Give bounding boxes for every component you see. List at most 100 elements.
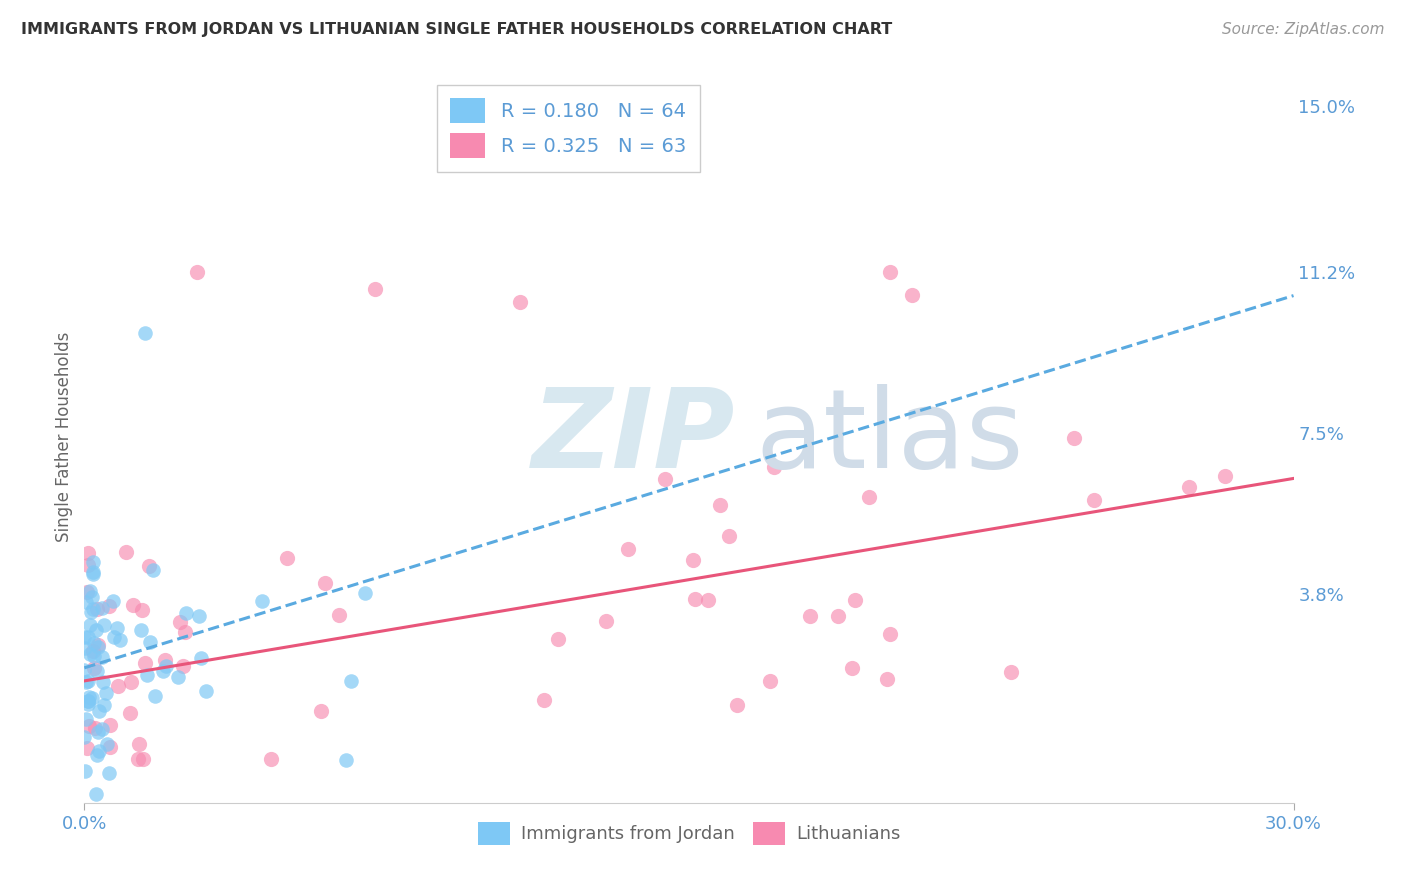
Point bbox=[252, 594, 274, 608]
Point bbox=[87, 638, 110, 652]
Point bbox=[617, 541, 640, 556]
Point bbox=[827, 609, 849, 624]
Text: atlas: atlas bbox=[755, 384, 1024, 491]
Point bbox=[697, 593, 720, 607]
Point bbox=[155, 658, 177, 673]
Point bbox=[75, 595, 97, 609]
Legend: Immigrants from Jordan, Lithuanians: Immigrants from Jordan, Lithuanians bbox=[470, 814, 908, 852]
Point bbox=[363, 282, 385, 296]
Point bbox=[87, 724, 110, 739]
Text: IMMIGRANTS FROM JORDAN VS LITHUANIAN SINGLE FATHER HOUSEHOLDS CORRELATION CHART: IMMIGRANTS FROM JORDAN VS LITHUANIAN SIN… bbox=[21, 22, 893, 37]
Point bbox=[91, 723, 114, 737]
Point bbox=[354, 586, 377, 600]
Point bbox=[77, 690, 100, 705]
Point bbox=[547, 632, 569, 647]
Point bbox=[799, 608, 821, 623]
Point bbox=[138, 635, 160, 649]
Point bbox=[509, 295, 531, 310]
Point bbox=[858, 490, 880, 504]
Point bbox=[100, 718, 122, 732]
Point bbox=[77, 546, 100, 560]
Point bbox=[844, 593, 866, 607]
Point bbox=[879, 626, 901, 640]
Point bbox=[115, 545, 138, 559]
Point bbox=[101, 594, 124, 608]
Point bbox=[138, 559, 160, 574]
Point bbox=[94, 686, 117, 700]
Point bbox=[84, 787, 107, 801]
Point bbox=[76, 741, 98, 756]
Point bbox=[1213, 469, 1236, 483]
Point bbox=[134, 656, 156, 670]
Point bbox=[93, 617, 115, 632]
Point bbox=[876, 672, 898, 686]
Point bbox=[73, 730, 96, 744]
Point bbox=[335, 753, 357, 767]
Point bbox=[75, 674, 97, 689]
Point bbox=[120, 675, 142, 690]
Point bbox=[174, 625, 197, 640]
Point bbox=[86, 664, 108, 678]
Point bbox=[77, 719, 100, 733]
Point bbox=[83, 648, 105, 663]
Point bbox=[77, 673, 100, 688]
Point bbox=[86, 748, 108, 763]
Point bbox=[77, 694, 100, 708]
Point bbox=[73, 764, 96, 778]
Point bbox=[654, 472, 676, 486]
Point bbox=[142, 564, 165, 578]
Point bbox=[1000, 665, 1022, 680]
Point bbox=[682, 553, 704, 567]
Point bbox=[77, 631, 100, 645]
Y-axis label: Single Father Households: Single Father Households bbox=[55, 332, 73, 542]
Point bbox=[153, 653, 176, 667]
Point bbox=[131, 603, 153, 617]
Point bbox=[314, 576, 336, 591]
Point bbox=[83, 636, 105, 650]
Point bbox=[98, 740, 121, 755]
Point bbox=[76, 585, 98, 599]
Point bbox=[717, 529, 740, 543]
Point bbox=[75, 641, 97, 656]
Point bbox=[725, 698, 748, 712]
Point bbox=[82, 555, 104, 569]
Point bbox=[134, 326, 156, 340]
Point bbox=[93, 698, 115, 713]
Point bbox=[87, 704, 110, 718]
Point bbox=[91, 674, 114, 689]
Point bbox=[152, 664, 174, 678]
Point bbox=[595, 614, 617, 628]
Point bbox=[172, 659, 194, 673]
Point bbox=[1178, 480, 1201, 494]
Point bbox=[103, 630, 125, 644]
Point bbox=[82, 565, 104, 579]
Point bbox=[73, 663, 96, 677]
Point bbox=[900, 288, 922, 302]
Point bbox=[89, 744, 111, 758]
Point bbox=[128, 737, 150, 751]
Point bbox=[127, 752, 149, 766]
Point bbox=[174, 606, 197, 620]
Point bbox=[107, 679, 129, 693]
Point bbox=[166, 670, 188, 684]
Point bbox=[82, 644, 104, 658]
Point bbox=[84, 624, 107, 638]
Point bbox=[841, 661, 863, 675]
Point bbox=[90, 650, 112, 665]
Point bbox=[879, 265, 901, 279]
Point bbox=[82, 602, 104, 616]
Point bbox=[118, 706, 141, 720]
Point bbox=[96, 737, 118, 751]
Point bbox=[79, 648, 101, 662]
Point bbox=[533, 693, 555, 707]
Point bbox=[122, 599, 145, 613]
Point bbox=[73, 630, 96, 644]
Point bbox=[1063, 431, 1085, 445]
Point bbox=[77, 558, 100, 573]
Point bbox=[76, 694, 98, 708]
Point bbox=[129, 624, 152, 638]
Point bbox=[79, 605, 101, 619]
Point bbox=[143, 689, 166, 703]
Point bbox=[80, 590, 103, 604]
Point bbox=[276, 550, 298, 565]
